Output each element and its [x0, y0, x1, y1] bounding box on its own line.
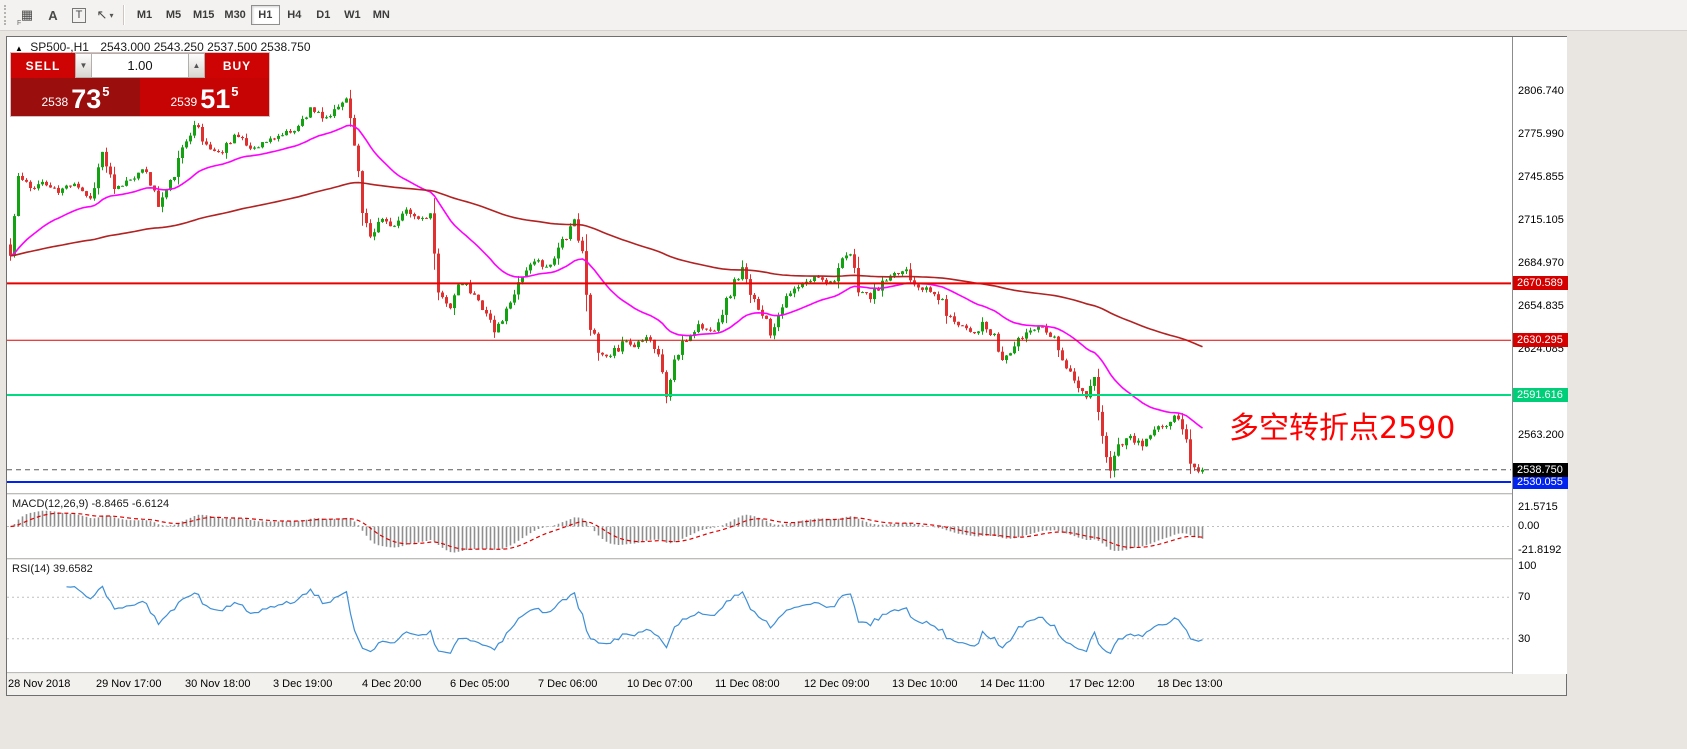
price-badge-pivot-green: 2591.616 [1513, 388, 1568, 402]
sell-price-prefix: 2538 [41, 95, 69, 109]
buy-price-prefix: 2539 [170, 95, 198, 109]
price-tick: 2563.200 [1518, 429, 1564, 441]
sell-button[interactable]: SELL [11, 53, 75, 78]
time-tick: 12 Dec 09:00 [804, 678, 870, 690]
symbol-title: SP500-,H1 [30, 40, 89, 54]
font-icon: A [48, 7, 58, 23]
volume-increase-button[interactable]: ▲ [188, 53, 205, 78]
stamp-grid-button[interactable]: ▦ F [15, 4, 39, 27]
sell-price-pip: 5 [102, 84, 110, 99]
chart-header: ▲ SP500-,H1 2543.000 2543.250 2537.500 2… [15, 40, 311, 54]
timeframe-m5[interactable]: M5 [165, 9, 182, 21]
time-tick: 6 Dec 05:00 [450, 678, 510, 690]
macd-scale-tick: -21.8192 [1518, 544, 1562, 556]
buy-price-big: 51 [200, 84, 231, 114]
price-tick: 2715.105 [1518, 214, 1564, 226]
price-tick: 2654.835 [1518, 300, 1564, 312]
time-tick: 18 Dec 13:00 [1157, 678, 1223, 690]
volume-input[interactable] [92, 53, 188, 78]
rsi-scale-tick: 30 [1518, 633, 1531, 645]
timeframe-mn[interactable]: MN [372, 9, 390, 21]
toolbar-gripper[interactable] [4, 5, 11, 25]
symbol-marker-icon: ▲ [15, 44, 23, 53]
toolbar-separator [123, 5, 125, 25]
one-click-trading-panel: SELL ▼ ▲ BUY 2538 73 5 2539 51 5 [11, 53, 269, 116]
rsi-splitter[interactable] [7, 558, 1566, 560]
time-axis[interactable]: 28 Nov 2018 29 Nov 17:00 30 Nov 18:00 3 Dec… [7, 674, 1566, 695]
macd-scale-tick: 0.00 [1518, 520, 1540, 532]
sell-price-big: 73 [71, 84, 102, 114]
buy-price-pip: 5 [231, 84, 239, 99]
cursor-tool-button[interactable]: ↖ ▾ [93, 4, 117, 26]
rsi-scale-tick: 70 [1518, 591, 1531, 603]
time-axis-splitter [7, 672, 1566, 674]
text-label-icon: T [71, 7, 87, 23]
rsi-scale-tick: 100 [1518, 560, 1537, 572]
macd-label: MACD(12,26,9) -8.8465 -6.6124 [12, 498, 170, 510]
price-badge-last-price: 2538.750 [1513, 463, 1568, 477]
timeframe-w1[interactable]: W1 [344, 9, 361, 21]
price-badge-resistance-upper: 2670.589 [1513, 276, 1568, 290]
time-tick: 14 Dec 11:00 [980, 678, 1045, 690]
price-tick: 2684.970 [1518, 257, 1564, 269]
top-toolbar: ▦ F A T ↖ ▾ M1 M5 M15 M30 H1 H4 D1 W1 MN [0, 0, 1687, 31]
time-tick: 30 Nov 18:00 [185, 678, 251, 690]
chevron-down-icon: ▾ [109, 10, 114, 20]
timeframe-h1[interactable]: H1 [250, 5, 280, 25]
time-tick: 13 Dec 10:00 [892, 678, 958, 690]
macd-plot[interactable] [7, 495, 1511, 558]
chevron-up-icon: ▲ [192, 61, 201, 70]
rsi-label: RSI(14) 39.6582 [12, 563, 93, 575]
timeframe-h4[interactable]: H4 [287, 9, 302, 21]
price-tick: 2806.740 [1518, 85, 1564, 97]
rsi-plot[interactable] [7, 560, 1511, 672]
time-tick: 4 Dec 20:00 [362, 678, 422, 690]
price-badge-resistance-lower: 2630.295 [1513, 333, 1568, 347]
macd-scale-tick: 21.5715 [1518, 501, 1558, 513]
timeframe-group: M1 M5 M15 M30 H1 H4 D1 W1 MN [130, 5, 396, 25]
timeframe-m1[interactable]: M1 [136, 9, 153, 21]
timeframe-d1[interactable]: D1 [316, 9, 331, 21]
price-badge-support-blue: 2530.055 [1513, 475, 1568, 489]
stamp-grid-flag: F [17, 20, 22, 27]
time-tick: 7 Dec 06:00 [538, 678, 598, 690]
stamp-grid-icon: ▦ [20, 7, 34, 22]
time-tick: 10 Dec 07:00 [627, 678, 693, 690]
font-tool-button[interactable]: A [41, 4, 65, 26]
ohlc-readout: 2543.000 2543.250 2537.500 2538.750 [100, 40, 311, 54]
price-scale[interactable]: 2806.740 2775.990 2745.855 2715.105 2684.970… [1512, 37, 1568, 674]
macd-splitter[interactable] [7, 493, 1566, 495]
time-tick: 28 Nov 2018 [8, 678, 71, 690]
time-tick: 3 Dec 19:00 [273, 678, 333, 690]
chevron-down-icon: ▼ [79, 61, 88, 70]
time-tick: 29 Nov 17:00 [96, 678, 162, 690]
volume-decrease-button[interactable]: ▼ [75, 53, 92, 78]
price-tick: 2775.990 [1518, 128, 1564, 140]
price-tick: 2745.855 [1518, 171, 1564, 183]
timeframe-m30[interactable]: M30 [224, 9, 246, 21]
text-tool-button[interactable]: T [67, 4, 91, 26]
chart-annotation-text[interactable]: 多空转折点2590 [1229, 411, 1456, 446]
buy-price-display[interactable]: 2539 51 5 [140, 78, 269, 116]
cursor-icon: ↖ [96, 7, 108, 22]
main-chart-plot[interactable] [7, 37, 1511, 493]
sell-price-display[interactable]: 2538 73 5 [11, 78, 140, 116]
timeframe-m15[interactable]: M15 [193, 9, 215, 21]
time-tick: 17 Dec 12:00 [1069, 678, 1135, 690]
buy-button[interactable]: BUY [205, 53, 269, 78]
time-tick: 11 Dec 08:00 [715, 678, 780, 690]
chart-window: ▲ SP500-,H1 2543.000 2543.250 2537.500 2… [6, 36, 1568, 696]
